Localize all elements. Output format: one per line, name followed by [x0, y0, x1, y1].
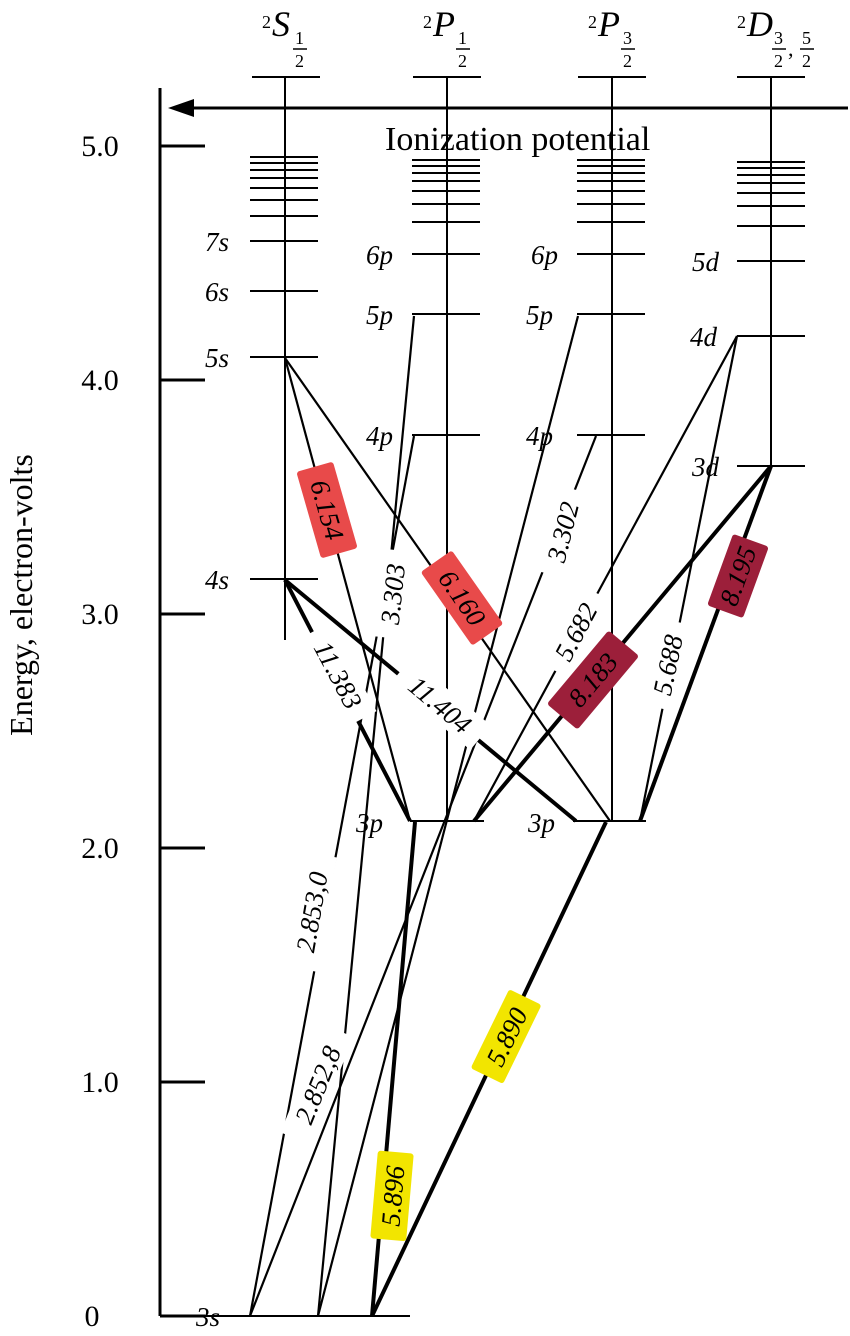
wavelength-labels: 5.890 5.896 6.154 6.160 8.183 8.195 11.3…: [280, 462, 769, 1242]
ionization-arrow: [168, 99, 848, 117]
y-tick-label-5: 5.0: [81, 130, 119, 163]
svg-text:2: 2: [458, 51, 467, 71]
svg-text:2: 2: [423, 12, 432, 32]
wl-11383: 11.383: [301, 622, 377, 727]
transition-3303: [316, 315, 416, 1317]
level-label-5p-three-half: 5p: [526, 300, 553, 330]
level-label-6p-half: 6p: [366, 240, 393, 270]
series-limit-levels: [250, 156, 805, 227]
wl-2852: 2.852,8: [280, 1024, 354, 1145]
y-tick-label-0: 0: [85, 1300, 100, 1331]
transition-8195: [638, 465, 773, 822]
level-label-4p-half: 4p: [366, 421, 393, 451]
wl-3302: 3.302: [535, 485, 589, 579]
transition-5682: [473, 335, 738, 822]
wl-6160: 6.160: [421, 551, 503, 645]
svg-text:1: 1: [295, 28, 304, 48]
wl-11383-text: 11.383: [308, 636, 368, 714]
y-axis-label: Energy, electron-volts: [3, 454, 39, 736]
level-label-3s: 3s: [195, 1302, 220, 1331]
column-header-D: 2 D 3 2 , 5 2: [737, 4, 814, 71]
svg-text:2: 2: [774, 51, 783, 71]
transition-2852: [248, 435, 598, 1317]
wl-2853-text: 2.853,0: [290, 869, 334, 954]
svg-text:2: 2: [262, 12, 271, 32]
level-label-6p-three-half: 6p: [531, 240, 558, 270]
column-header-P1-letter: P: [432, 4, 455, 44]
column-header-P1: 2 P 1 2: [423, 4, 470, 71]
y-axis-ticks: 0 1.0 2.0 3.0 4.0 5.0: [81, 130, 205, 1333]
svg-text:2: 2: [295, 51, 304, 71]
column-header-S-letter: S: [272, 4, 290, 44]
column-header-D-letter: D: [746, 4, 773, 44]
y-tick-label-2: 2.0: [81, 832, 119, 865]
wl-5688-text: 5.688: [647, 632, 689, 698]
svg-text:3: 3: [774, 28, 783, 48]
transition-5688: [638, 335, 739, 822]
level-label-7s: 7s: [205, 227, 229, 257]
wl-2853: 2.853,0: [285, 851, 337, 972]
column-header-P3: 2 P 3 2: [588, 4, 635, 71]
wl-6154: 6.154: [297, 462, 357, 558]
level-label-5s: 5s: [205, 343, 229, 373]
svg-text:1: 1: [458, 28, 467, 48]
ionization-label: Ionization potential: [385, 121, 650, 158]
energy-levels: 3s 4s 5s 6s 7s 3p 4p 5p 6p 3p 4p 5p 6p 3…: [186, 227, 805, 1332]
level-label-3p-half: 3p: [355, 808, 383, 838]
svg-text:2: 2: [737, 12, 746, 32]
wl-5890: 5.890: [471, 990, 541, 1083]
svg-text:3: 3: [623, 28, 632, 48]
level-label-5p-half: 5p: [366, 300, 393, 330]
transition-3302: [316, 315, 580, 1317]
wl-11404: 11.404: [390, 658, 491, 750]
level-label-4d: 4d: [690, 322, 718, 352]
wl-8195: 8.195: [707, 534, 769, 618]
svg-text:2: 2: [802, 51, 811, 71]
y-tick-label-1: 1.0: [81, 1066, 119, 1099]
y-tick-label-4: 4.0: [81, 364, 119, 397]
svg-text:2: 2: [588, 12, 597, 32]
level-label-5d: 5d: [692, 247, 720, 277]
wl-3303-text: 3.303: [375, 562, 411, 627]
svg-text:2: 2: [623, 51, 632, 71]
column-header-P3-letter: P: [597, 4, 620, 44]
y-tick-label-3: 3.0: [81, 598, 119, 631]
wl-3302-text: 3.302: [541, 499, 585, 566]
wl-5896: 5.896: [370, 1150, 414, 1242]
column-headers: 2 S 1 2 2 P 1 2 2 P 3 2 2 D 3 2 , 5: [262, 4, 814, 71]
level-label-3p-three-half: 3p: [527, 808, 555, 838]
column-header-S: 2 S 1 2: [262, 4, 307, 71]
svg-text:,: ,: [788, 36, 794, 61]
transition-6154: [283, 357, 412, 822]
level-label-4s: 4s: [205, 565, 229, 595]
level-label-6s: 6s: [205, 277, 229, 307]
level-label-3d: 3d: [691, 452, 720, 482]
svg-text:5: 5: [802, 28, 811, 48]
wl-5896-text: 5.896: [375, 1164, 410, 1228]
wl-3303: 3.303: [371, 548, 413, 640]
